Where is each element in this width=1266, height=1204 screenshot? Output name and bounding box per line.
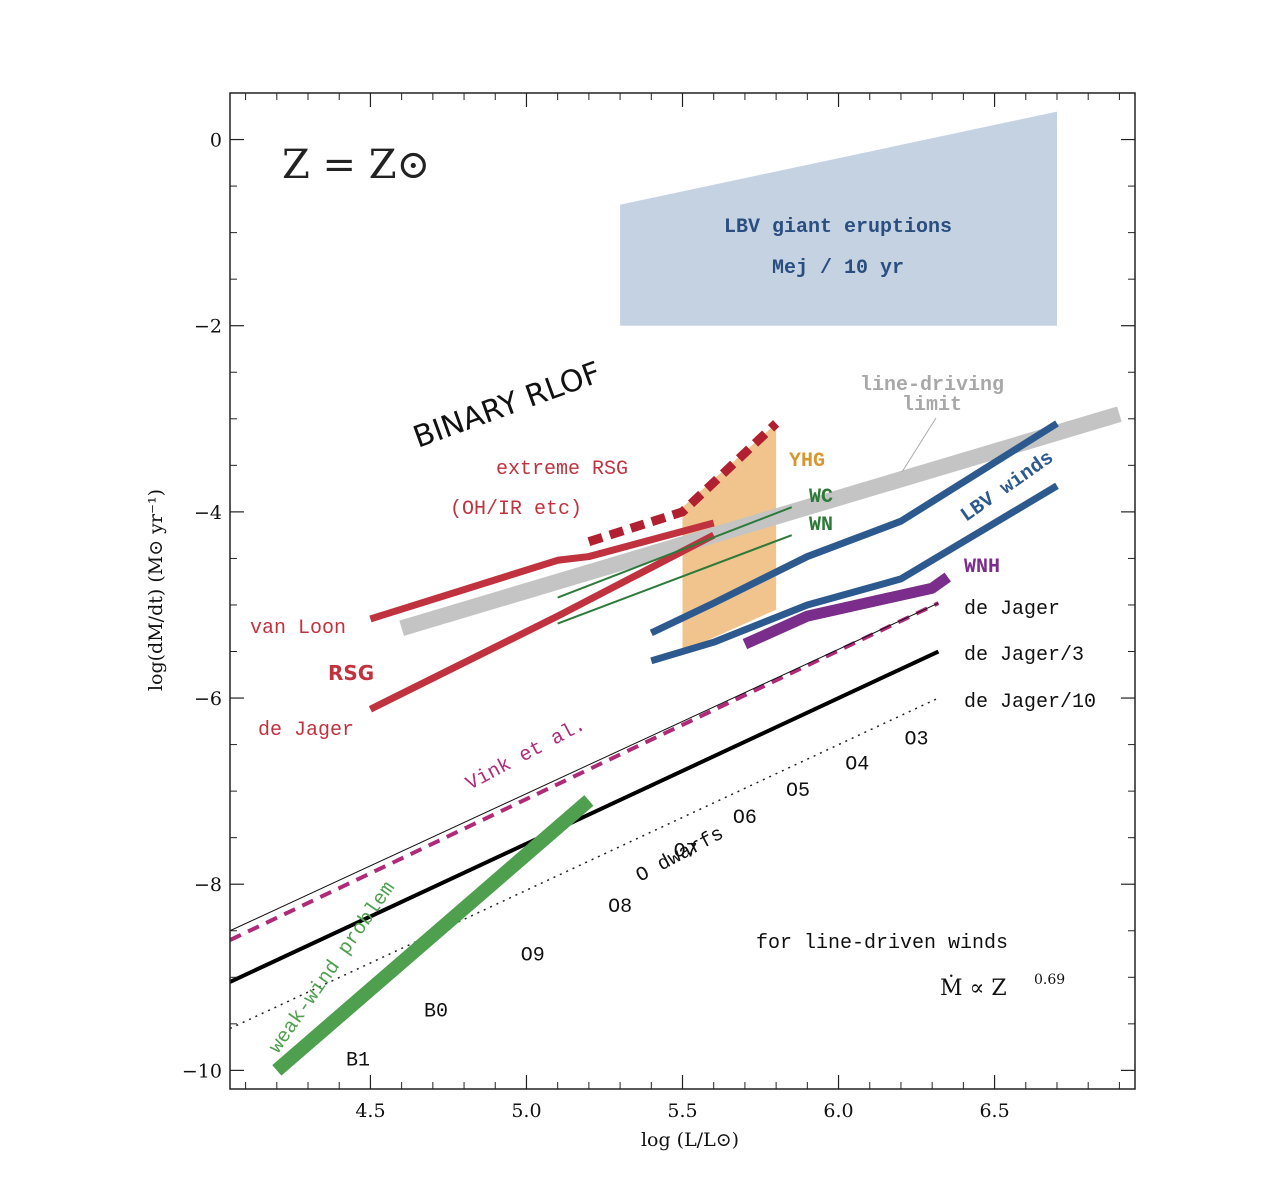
y-tick-label: −2 <box>194 316 222 338</box>
x-axis-title: log (L/L⊙) <box>641 1129 739 1151</box>
ticks-layer: 4.5 5.0 5.5 6.0 6.5 0 −2 −4 −6 −8 −10 <box>182 93 1135 1122</box>
series-line-11 <box>229 649 940 984</box>
series-line-13 <box>272 795 594 1076</box>
extreme-rsg-label: extreme RSG <box>496 458 628 481</box>
x-tick-label: 6.0 <box>823 1100 853 1122</box>
spectral-type-B1: B1 <box>346 1050 370 1073</box>
line-driven-relation: Ṁ ∝ Z <box>940 974 1007 1001</box>
line-driven-label: for line-driven winds <box>756 932 1008 955</box>
wnh-label: WNH <box>964 556 1000 579</box>
metallicity-label: Z = Z⊙ <box>282 142 430 188</box>
x-tick-label: 5.0 <box>511 1100 541 1122</box>
x-tick-label: 4.5 <box>355 1100 385 1122</box>
spectral-type-layer: O3 O4 O5 O6 O7 O8 O9 B0 B1 <box>346 729 929 1073</box>
spectral-type-O7: O7 <box>674 840 698 863</box>
y-tick-label: −4 <box>194 502 222 524</box>
binary-rlof-label: BINARY RLOF <box>409 355 606 455</box>
series-line-9 <box>229 601 940 942</box>
series-line-6 <box>649 420 1059 637</box>
series-layer <box>229 406 1122 1076</box>
de-jager-left-label: de Jager <box>258 719 354 742</box>
y-axis-title: log(dM/dt) (M⊙ yr⁻¹) <box>145 489 167 691</box>
van-loon-label: van Loon <box>250 617 346 640</box>
series-line-5 <box>557 534 793 625</box>
series-line-3 <box>587 420 780 546</box>
series-line-12 <box>229 697 939 1030</box>
lbv-eruptions-label: LBV giant eruptions <box>724 216 952 239</box>
series-line-10 <box>229 602 939 932</box>
series-line-8 <box>742 572 951 650</box>
line-driving-label-2: limit <box>902 394 962 417</box>
line-driven-exponent: 0.69 <box>1034 972 1065 988</box>
de-jager-10-label: de Jager/10 <box>964 691 1096 714</box>
spectral-type-O4: O4 <box>845 754 869 777</box>
x-tick-label: 6.5 <box>979 1100 1009 1122</box>
de-jager-right-label: de Jager <box>964 598 1060 621</box>
series-line-2 <box>368 532 716 713</box>
y-tick-label: 0 <box>210 130 222 152</box>
y-tick-label: −6 <box>194 688 222 710</box>
series-line-4 <box>557 506 793 599</box>
spectral-type-B0: B0 <box>424 1000 448 1023</box>
spectral-type-O6: O6 <box>733 807 757 830</box>
spectral-type-O3: O3 <box>905 729 929 752</box>
series-line-0 <box>399 406 1122 636</box>
extreme-rsg-sublabel: (OH/IR etc) <box>450 498 582 521</box>
wn-label: WN <box>809 514 833 537</box>
yhg-label: YHG <box>789 450 825 473</box>
series-line-1 <box>369 519 715 623</box>
spectral-type-O8: O8 <box>608 896 632 919</box>
lbv-eruptions-sublabel: Mej / 10 yr <box>772 257 904 280</box>
line-driving-label: line-driving <box>860 374 1004 397</box>
spectral-type-O5: O5 <box>786 780 810 803</box>
line-driving-pointer <box>901 417 937 473</box>
y-tick-label: −10 <box>182 1060 222 1082</box>
rsg-label: RSG <box>328 661 374 685</box>
de-jager-3-label: de Jager/3 <box>964 644 1084 667</box>
y-tick-label: −8 <box>194 874 222 896</box>
x-tick-label: 5.5 <box>667 1100 697 1122</box>
vink-label: Vink et al. <box>462 714 589 796</box>
region-0 <box>620 111 1057 326</box>
spectral-type-O9: O9 <box>521 945 545 968</box>
series-line-7 <box>650 482 1059 665</box>
wc-label: WC <box>809 486 833 509</box>
